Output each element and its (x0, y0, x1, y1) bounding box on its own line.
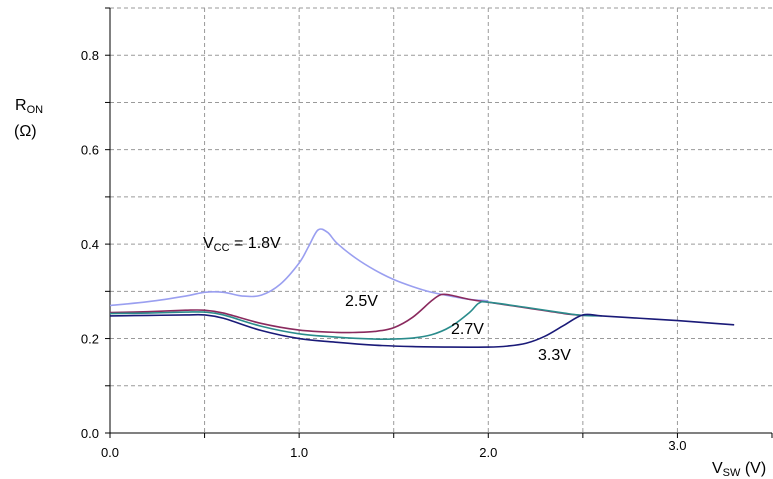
y-axis-title-sub: ON (27, 104, 44, 116)
y-tick-label: 0.8 (81, 48, 99, 63)
series-label-1-8v-main: V (203, 235, 214, 252)
y-axis-title: RON (15, 97, 43, 116)
series-label-2-5v: 2.5V (345, 293, 378, 310)
y-tick-label: 0.2 (81, 332, 99, 347)
x-tick-label: 1.0 (290, 445, 308, 460)
series-line-1-8v (109, 228, 489, 307)
y-tick-label: 0.0 (81, 426, 99, 441)
y-axis-unit: (Ω) (14, 123, 37, 140)
axis-layer (105, 7, 773, 438)
y-tick-label: 0.4 (81, 237, 99, 252)
x-tick-label: 3.0 (668, 438, 686, 453)
tick-labels: 0.0 0.2 0.4 0.6 0.8 0.0 1.0 2.0 3.0 (81, 48, 687, 460)
series-line-3-3v (109, 313, 735, 348)
series-line-2-7v (109, 300, 602, 341)
series-label-1-8v: VCC = 1.8V (203, 235, 281, 254)
x-tick-label: 2.0 (479, 445, 497, 460)
x-axis-title-main: V (712, 460, 723, 477)
x-tick-label: 0.0 (101, 445, 119, 460)
x-axis-title-unit: (V) (740, 460, 766, 477)
series-label-2-7v: 2.7V (451, 321, 484, 338)
grid-layer (110, 7, 772, 433)
series-label-3-3v: 3.3V (538, 347, 571, 364)
series-label-1-8v-rest: = 1.8V (230, 235, 281, 252)
y-tick-label: 0.6 (81, 143, 99, 158)
series-label-1-8v-sub: CC (214, 242, 230, 254)
x-axis-title: VSW (V) (712, 460, 766, 479)
y-axis-title-main: R (15, 97, 27, 114)
series-lines (109, 228, 735, 348)
x-axis-title-sub: SW (723, 467, 741, 479)
